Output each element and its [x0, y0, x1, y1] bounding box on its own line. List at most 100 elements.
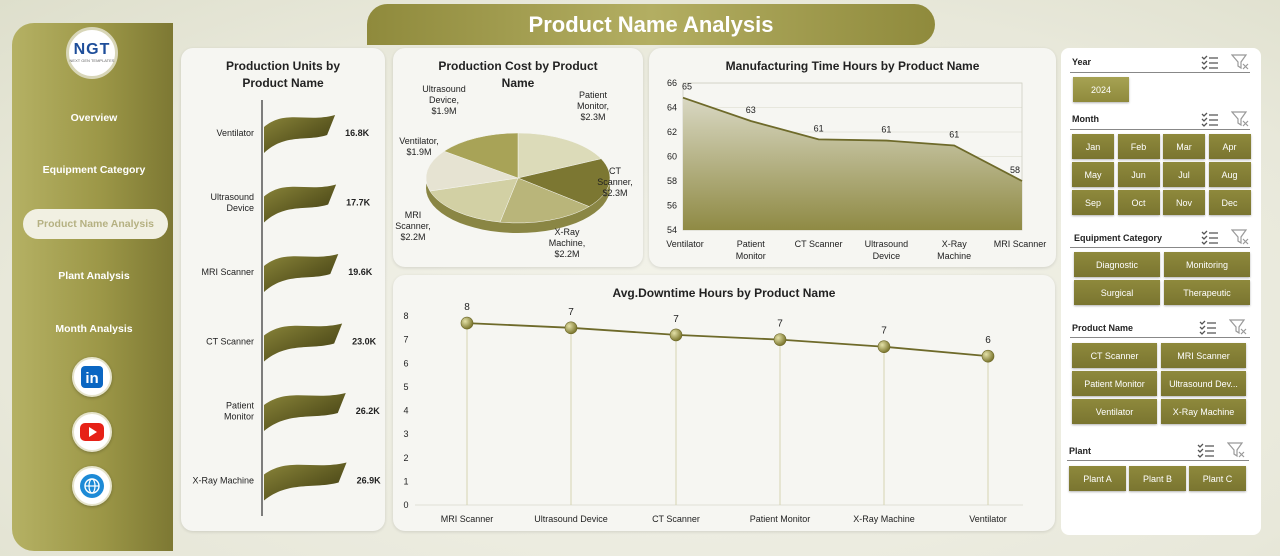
linkedin-button[interactable]: in: [72, 357, 112, 397]
area-y-tick: 62: [667, 127, 677, 137]
area-y-tick: 54: [667, 225, 677, 235]
bar-category-label: Patient: [226, 401, 255, 411]
youtube-button[interactable]: [72, 412, 112, 452]
area-x-tick: Ventilator: [666, 239, 704, 249]
area-y-tick: 66: [667, 78, 677, 88]
line-point-patient-monitor: [773, 333, 787, 346]
production-cost-panel: Production Cost by Product Name Patient M…: [393, 48, 643, 267]
line-y-tick: 5: [403, 382, 408, 392]
nav-equipment-category[interactable]: Equipment Category: [42, 164, 146, 176]
slicer-plant-plant-c[interactable]: Plant C: [1189, 466, 1246, 491]
slicer-month-jan[interactable]: Jan: [1072, 134, 1114, 159]
pie-data-label: Scanner,: [597, 177, 633, 187]
line-series: [466, 322, 989, 358]
slicer-product-mri-scanner[interactable]: MRI Scanner: [1161, 343, 1246, 368]
slicer-month-may[interactable]: May: [1072, 162, 1114, 187]
nav-plant-analysis[interactable]: Plant Analysis: [58, 270, 130, 282]
slicer-month-nov[interactable]: Nov: [1163, 190, 1205, 215]
slicer-month-feb[interactable]: Feb: [1117, 134, 1160, 159]
slicer-month-apr[interactable]: Apr: [1208, 134, 1251, 159]
website-button[interactable]: [72, 466, 112, 506]
clear-filter-icon[interactable]: [1229, 319, 1247, 335]
clear-filter-icon[interactable]: [1231, 54, 1249, 70]
pie-slice-x-ray-machine: [499, 177, 590, 224]
pie-slice-patient-monitor: [517, 132, 602, 179]
multi-select-icon[interactable]: [1201, 229, 1219, 245]
avg-downtime-title: Avg.Downtime Hours by Product Name: [612, 286, 836, 300]
bar-data-label: 23.0K: [352, 337, 377, 347]
slicer-month-jun[interactable]: Jun: [1117, 162, 1160, 187]
pie-data-label: Ultrasound: [422, 84, 466, 94]
nav-month-analysis[interactable]: Month Analysis: [55, 323, 133, 335]
multi-select-icon[interactable]: [1201, 54, 1219, 70]
pie-slice-ventilator: [425, 150, 519, 192]
clear-filter-icon[interactable]: [1231, 111, 1249, 127]
bar-category-label: MRI Scanner: [201, 267, 254, 277]
pie-data-label: CT: [609, 166, 621, 176]
slicer-month-jul[interactable]: Jul: [1163, 162, 1205, 187]
slicer-category-monitoring[interactable]: Monitoring: [1164, 252, 1250, 277]
pie-slice-ultrasound-device: [443, 132, 519, 179]
clear-filter-icon[interactable]: [1227, 442, 1245, 458]
avg-downtime-chart: 0 1 2 3 4 5 6 7 8 8 MRI Scanner 7 Ultrasound Device 7…: [403, 302, 1023, 524]
line-x-tick: Patient Monitor: [750, 514, 811, 524]
pie-data-label: X-Ray: [554, 227, 580, 237]
area-data-label: 61: [949, 129, 959, 139]
multi-select-icon[interactable]: [1201, 111, 1219, 127]
slicer-month-oct[interactable]: Oct: [1117, 190, 1160, 215]
bar-category-label: Device: [226, 203, 254, 213]
bar-mri-scanner: [264, 254, 339, 292]
nav-overview[interactable]: Overview: [70, 112, 118, 124]
bar-category-label: CT Scanner: [206, 337, 254, 347]
pie-data-label: Machine,: [549, 238, 586, 248]
area-line: [682, 96, 1023, 182]
sidebar: NGT NEXT GEN TEMPLATES Overview Equipmen…: [12, 23, 173, 551]
slicer-plant-plant-a[interactable]: Plant A: [1069, 466, 1126, 491]
area-y-tick: 56: [667, 201, 677, 211]
area-data-label: 61: [881, 125, 891, 135]
production-units-title: Production Units by Product Name: [226, 59, 340, 90]
pie-data-label: Device,: [429, 95, 459, 105]
slicer-product-patient-monitor[interactable]: Patient Monitor: [1072, 371, 1157, 396]
slicer-category-therapeutic[interactable]: Therapeutic: [1164, 280, 1250, 305]
slicer-panel: Year 2024 Month Jan Feb Mar Apr May Jun Jul Aug…: [1061, 48, 1261, 535]
bar-ultrasound-device: [264, 184, 337, 223]
nav-product-name-analysis[interactable]: Product Name Analysis: [23, 209, 168, 239]
slicer-month-dec[interactable]: Dec: [1208, 190, 1251, 215]
bar-patient-monitor: [264, 393, 346, 431]
line-y-tick: 8: [403, 311, 408, 321]
logo-subtitle: NEXT GEN TEMPLATES: [69, 58, 115, 63]
line-point-ct-scanner: [669, 328, 683, 342]
pie-data-label: $2.2M: [554, 249, 579, 259]
bar-ventilator: [264, 115, 336, 153]
slicer-plant-plant-b[interactable]: Plant B: [1129, 466, 1186, 491]
clear-filter-icon[interactable]: [1231, 229, 1249, 245]
bar-category-label: Ventilator: [216, 128, 254, 138]
youtube-icon: [80, 423, 104, 441]
page-title: Product Name Analysis: [367, 4, 935, 45]
line-y-tick: 2: [403, 453, 408, 463]
slicer-month-mar[interactable]: Mar: [1163, 134, 1205, 159]
pie-slice-mri-scanner: [429, 177, 519, 223]
linkedin-icon: in: [81, 366, 103, 388]
bar-data-label: 26.9K: [357, 476, 382, 486]
slicer-year-2024[interactable]: 2024: [1073, 77, 1129, 102]
area-x-tick: MRI Scanner: [994, 239, 1047, 249]
line-y-tick: 3: [403, 429, 408, 439]
slicer-month-sep[interactable]: Sep: [1072, 190, 1114, 215]
multi-select-icon[interactable]: [1197, 442, 1215, 458]
slicer-product-ct-scanner[interactable]: CT Scanner: [1072, 343, 1157, 368]
manufacturing-time-chart: 54 56 58 60 62 64 66 65 Ventilator 63 Patient Monit…: [666, 78, 1047, 261]
slicer-category-surgical[interactable]: Surgical: [1074, 280, 1160, 305]
slicer-product-ventilator[interactable]: Ventilator: [1072, 399, 1157, 424]
area-x-tick: Patient: [737, 239, 766, 249]
slicer-product-ultrasound-dev[interactable]: Ultrasound Dev...: [1161, 371, 1246, 396]
slicer-category-diagnostic[interactable]: Diagnostic: [1074, 252, 1160, 277]
slicer-product-x-ray-machine[interactable]: X-Ray Machine: [1161, 399, 1246, 424]
multi-select-icon[interactable]: [1199, 319, 1217, 335]
area-data-label: 63: [746, 105, 756, 115]
line-x-tick: X-Ray Machine: [853, 514, 915, 524]
slicer-month-aug[interactable]: Aug: [1208, 162, 1251, 187]
bar-x-ray-machine: [264, 462, 347, 501]
